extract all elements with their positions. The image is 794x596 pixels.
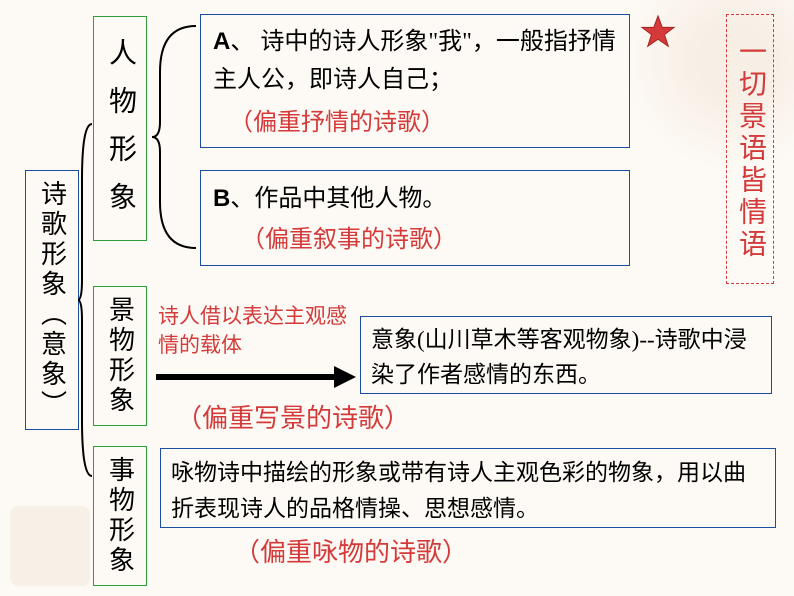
- definition-b-line: B、作品中其他人物。: [213, 179, 617, 220]
- definition-a-line: A、 诗中的诗人形象"我"，一般指抒情主人公，即诗人自己；: [213, 23, 617, 100]
- right-banner-text: 一切景语皆情语: [730, 37, 770, 261]
- imagery-definition-box: 意象(山川草木等客观物象)--诗歌中浸染了作者感情的东西。: [360, 316, 772, 394]
- imagery-definition-text: 意象(山川草木等客观物象)--诗歌中浸染了作者感情的东西。: [371, 327, 747, 387]
- thing-definition-text: 咏物诗中描绘的形象或带有诗人主观色彩的物象，用以曲折表现诗人的品格情操、思想感情…: [171, 460, 746, 521]
- letter-a: A: [213, 28, 230, 55]
- letter-b: B: [213, 185, 230, 212]
- definition-b-note: （偏重叙事的诗歌）: [241, 220, 617, 261]
- arrow-icon: [156, 362, 356, 392]
- definition-b-box: B、作品中其他人物。 （偏重叙事的诗歌）: [200, 170, 630, 266]
- definition-b-text: 、作品中其他人物。: [230, 186, 446, 212]
- star-icon: [640, 14, 676, 50]
- thing-note: （偏重咏物的诗歌）: [234, 532, 468, 569]
- person-brace: [152, 22, 200, 252]
- definition-a-box: A、 诗中的诗人形象"我"，一般指抒情主人公，即诗人自己； （偏重抒情的诗歌）: [200, 14, 630, 148]
- person-category-box: 人物形象: [93, 16, 147, 241]
- definition-a-note: （偏重抒情的诗歌）: [229, 104, 617, 142]
- thing-category-box: 事物形象: [93, 446, 147, 586]
- right-banner-box: 一切景语皆情语: [726, 14, 774, 284]
- main-title-text: 诗歌形象（意象）: [34, 180, 71, 420]
- thing-category-text: 事物形象: [102, 456, 139, 576]
- scene-carrier-text: 诗人借以表达主观感情的载体: [158, 302, 354, 361]
- main-title-box: 诗歌形象（意象）: [25, 170, 79, 430]
- scene-note: （偏重写景的诗歌）: [176, 398, 410, 435]
- background-seal: [10, 506, 90, 586]
- person-category-text: 人物形象: [100, 38, 140, 230]
- scene-category-text: 景物形象: [102, 296, 139, 416]
- definition-a-text: 、 诗中的诗人形象"我"，一般指抒情主人公，即诗人自己；: [213, 29, 616, 93]
- scene-category-box: 景物形象: [93, 286, 147, 426]
- thing-definition-box: 咏物诗中描绘的形象或带有诗人主观色彩的物象，用以曲折表现诗人的品格情操、思想感情…: [160, 448, 776, 528]
